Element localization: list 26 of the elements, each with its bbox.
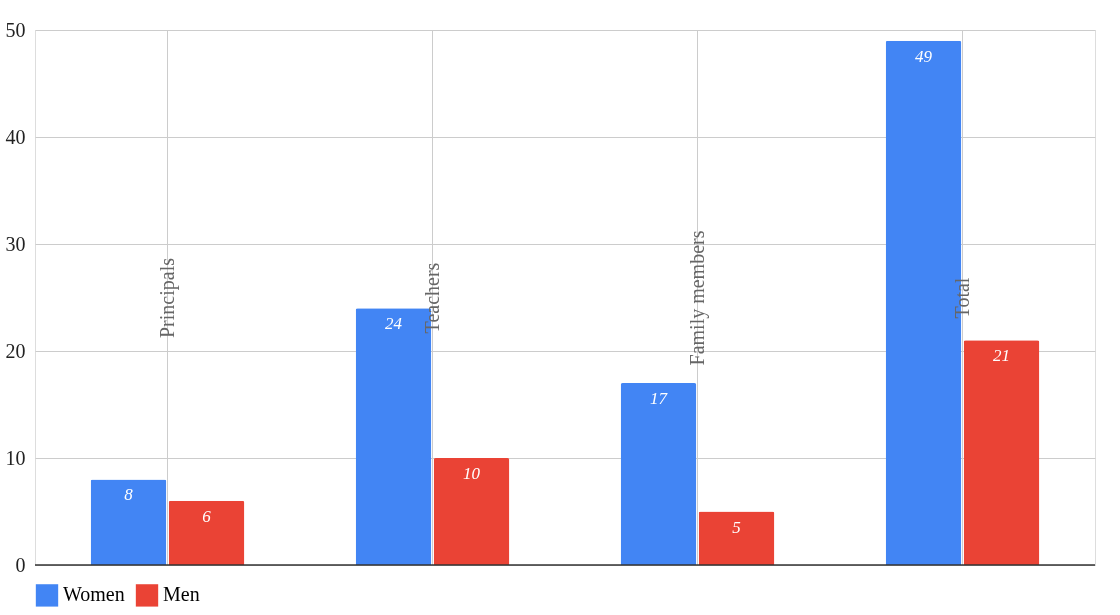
x-tick-label: Family members [685,230,709,366]
y-tick-label: 50 [5,18,26,41]
data-label: 6 [202,506,212,526]
x-tick-label: Total [950,277,973,319]
data-label: 49 [914,46,933,66]
bar [698,511,775,565]
x-tick-label: Teachers [420,262,443,334]
bar [620,383,697,565]
bar [963,340,1040,565]
y-tick-label: 20 [5,339,26,362]
bar [90,479,167,565]
bar [433,458,510,565]
y-tick-label: 40 [5,125,26,148]
data-label: 24 [384,314,403,334]
legend-label: Women [63,583,125,606]
y-tick-label: 10 [5,446,26,469]
y-tick-label: 30 [5,232,26,255]
data-label: 8 [124,485,134,505]
x-tick-label: Principals [155,257,179,338]
data-label: 5 [732,517,741,537]
data-label: 10 [463,464,481,483]
y-tick-label: 0 [15,553,26,576]
data-label: 21 [993,346,1011,366]
data-label: 17 [649,389,669,409]
legend-label: Men [163,583,200,606]
bar [168,500,245,565]
